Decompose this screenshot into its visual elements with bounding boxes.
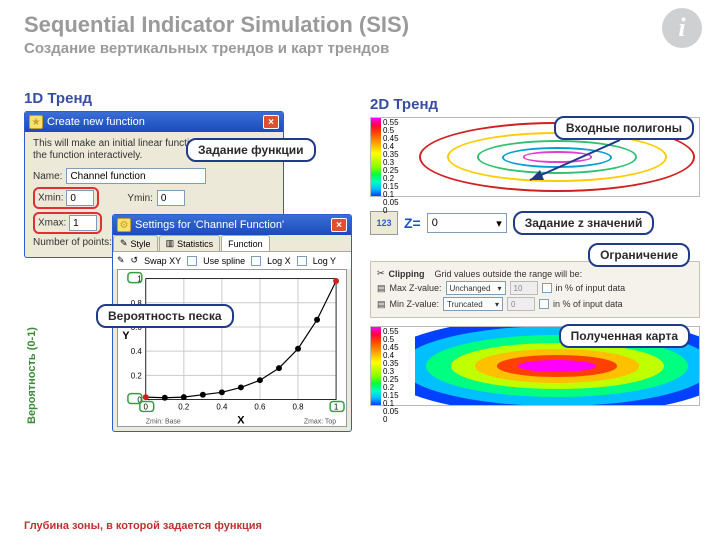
xmin-input[interactable] [66,190,94,206]
clipping-title: Clipping [389,269,425,279]
maxz-value[interactable]: 10 [510,281,538,295]
callout-clipping: Ограничение [588,243,690,267]
svg-text:Y: Y [122,330,130,342]
name-label: Name: [33,171,62,182]
xmin-label: Xmin: [38,193,64,204]
spline-checkbox[interactable] [187,256,197,266]
tab-row: ✎Style ▥Statistics Function [113,235,351,252]
create-function-titlebar[interactable]: ★ Create new function × [25,112,283,132]
callout-function: Задание функции [186,138,316,162]
minz-mode-select[interactable]: Truncated▾ [443,297,503,311]
create-function-title: Create new function [47,116,145,128]
star-icon: ★ [29,115,43,129]
chevron-down-icon: ▾ [496,217,502,230]
callout-input-polygons: Входные полигоны [554,116,694,140]
chart-toolbar: ✎↺ Swap XY Use spline Log X Log Y [113,252,351,269]
callout-result-map: Полученная карта [559,324,690,348]
footnote: Глубина зоны, в которой задается функция [24,520,262,532]
page-subtitle: Создание вертикальных трендов и карт тре… [24,40,700,57]
minz-pct-checkbox[interactable] [539,299,549,309]
svg-text:0.2: 0.2 [178,402,189,411]
page-title: Sequential Indicator Simulation (SIS) [24,12,700,38]
arrow-icon [510,140,630,200]
callout-sand-prob: Вероятность песка [96,304,234,328]
minz-value[interactable]: 0 [507,297,535,311]
svg-text:0.6: 0.6 [254,402,266,411]
z-value-select[interactable]: 0▾ [427,213,507,233]
settings-titlebar[interactable]: ⚙ Settings for 'Channel Function' × [113,215,351,235]
close-icon[interactable]: × [263,115,279,129]
logo-icon: i [662,8,702,48]
logy-checkbox[interactable] [297,256,307,266]
svg-text:Zmin: Base: Zmin: Base [146,418,181,425]
maxz-mode-select[interactable]: Unchanged▾ [446,281,506,295]
svg-text:0: 0 [144,402,149,411]
callout-z-assign: Задание z значений [513,211,655,235]
right-section-header: 2D Тренд [370,96,700,113]
svg-text:0.8: 0.8 [293,402,305,411]
ymin-label: Ymin: [127,193,153,204]
svg-text:0.2: 0.2 [131,371,142,380]
logx-checkbox[interactable] [251,256,261,266]
minz-label: Min Z-value: [390,299,440,309]
clipping-panel: ✂ Clipping Grid values outside the range… [370,261,700,318]
left-section-header: 1D Тренд [24,90,354,107]
settings-title: Settings for 'Channel Function' [135,219,284,231]
svg-text:Zmax: Top: Zmax: Top [304,418,336,425]
tab-function[interactable]: Function [221,235,270,251]
npts-label: Number of points: [33,237,112,248]
svg-text:0.4: 0.4 [131,347,143,356]
xmax-input[interactable] [69,215,97,231]
ymin-input[interactable] [157,190,185,206]
svg-text:1: 1 [334,402,339,411]
swapxy-button[interactable]: Swap XY [144,256,181,266]
xmax-label: Xmax: [38,218,66,229]
y-axis-caption: Вероятность (0-1) [26,327,38,424]
svg-text:X: X [237,414,245,426]
clipping-note: Grid values outside the range will be: [435,269,583,279]
tab-style[interactable]: ✎Style [113,235,158,251]
name-input[interactable] [66,168,206,184]
maxz-pct-checkbox[interactable] [542,283,552,293]
function-chart[interactable]: 00.20.40.60.8100.20.40.60.81YXZmin: Base… [117,269,347,427]
maxz-label: Max Z-value: [390,283,442,293]
svg-text:0.4: 0.4 [216,402,228,411]
close-icon[interactable]: × [331,218,347,232]
tab-statistics[interactable]: ▥Statistics [159,235,221,251]
z-label: Z= [404,215,421,231]
wrench-icon: ⚙ [117,218,131,232]
